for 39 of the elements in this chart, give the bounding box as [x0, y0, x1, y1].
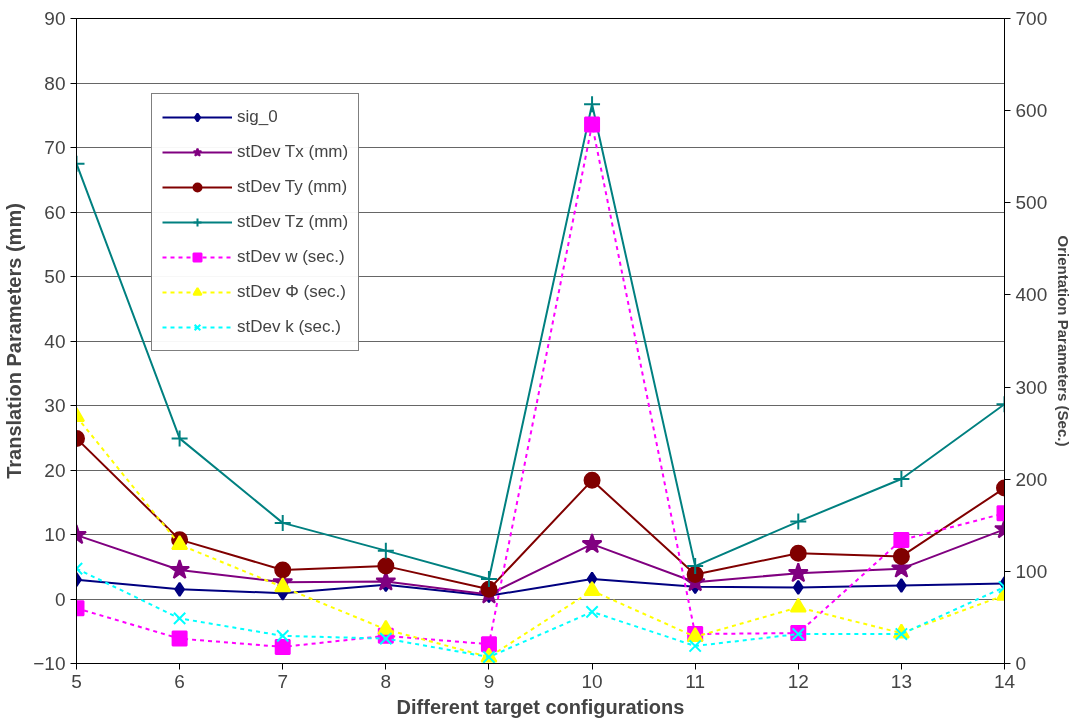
x-tick-label: 5 [71, 670, 82, 692]
y-tick-label: 40 [44, 330, 66, 352]
y-tick-label: 30 [44, 395, 66, 416]
x-tick-label: 10 [581, 670, 603, 692]
y2-tick-label: 300 [1015, 376, 1048, 398]
y-tick-label: 80 [44, 72, 66, 94]
legend-label: stDev Ty (mm) [237, 176, 348, 198]
y2-tick-label: 0 [1015, 653, 1027, 674]
y-tick-label: 60 [44, 201, 66, 223]
x-tick-label: 12 [787, 670, 809, 692]
y-axis-title: Translation Parameters (mm) [3, 203, 26, 479]
x-tick-label: 8 [380, 670, 392, 692]
y2-axis-title: Orientation Parameters (Sec.) [1055, 235, 1073, 447]
y2-tick-label: 600 [1015, 100, 1048, 122]
y-tick-label: 90 [44, 8, 66, 29]
y-tick-label: 70 [44, 137, 66, 158]
legend-label: stDev Tz (mm) [237, 211, 349, 233]
x-tick-label: 6 [174, 670, 185, 692]
x-tick-label: 14 [993, 670, 1016, 692]
y-tick-label: 10 [44, 524, 66, 545]
legend-label: stDev w (sec.) [237, 246, 345, 268]
x-tick-label: 9 [483, 670, 495, 692]
legend-label: stDev Φ (sec.) [237, 281, 346, 303]
y2-tick-label: 400 [1015, 284, 1048, 306]
legend-label: stDev k (sec.) [237, 316, 341, 338]
y2-tick-label: 500 [1015, 192, 1048, 214]
x-axis-title: Different target configurations [396, 695, 685, 718]
x-tick-label: 11 [685, 670, 706, 692]
y-tick-label: 20 [44, 459, 66, 481]
y-tick-label: −10 [33, 653, 66, 674]
y-tick-label: 0 [54, 588, 66, 610]
x-tick-label: 7 [277, 670, 289, 692]
legend-label: sig_0 [237, 106, 278, 128]
y2-tick-label: 200 [1015, 468, 1048, 490]
legend-label: stDev Tx (mm) [237, 141, 349, 163]
y2-tick-label: 100 [1015, 560, 1048, 582]
y-tick-label: 50 [44, 266, 66, 287]
y2-tick-label: 700 [1015, 8, 1048, 29]
x-tick-label: 13 [890, 670, 912, 692]
